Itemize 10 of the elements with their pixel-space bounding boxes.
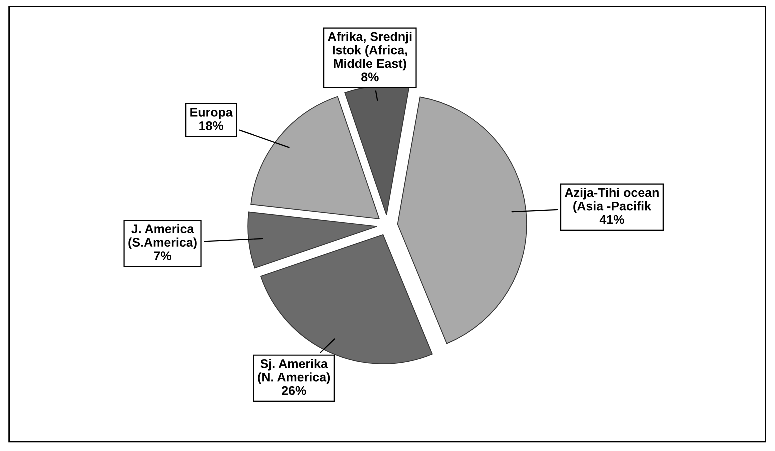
slice-label: J. America (S.America) xyxy=(128,224,197,250)
data-label: 7% xyxy=(154,252,172,260)
slice-label: Europa xyxy=(190,108,233,120)
data-label: 41% xyxy=(600,215,624,224)
data-label: 18% xyxy=(200,122,224,130)
data-label: 8% xyxy=(362,72,379,82)
data-label: 26% xyxy=(282,386,306,396)
slice-label: Afrika, Srednji Istok (Africa, Middle East) xyxy=(328,32,412,71)
slice-label: Sj. Amerika (N. America) xyxy=(258,359,330,384)
slice-label: Azija-Tihi ocean (Asia -Pacifik xyxy=(565,188,659,214)
